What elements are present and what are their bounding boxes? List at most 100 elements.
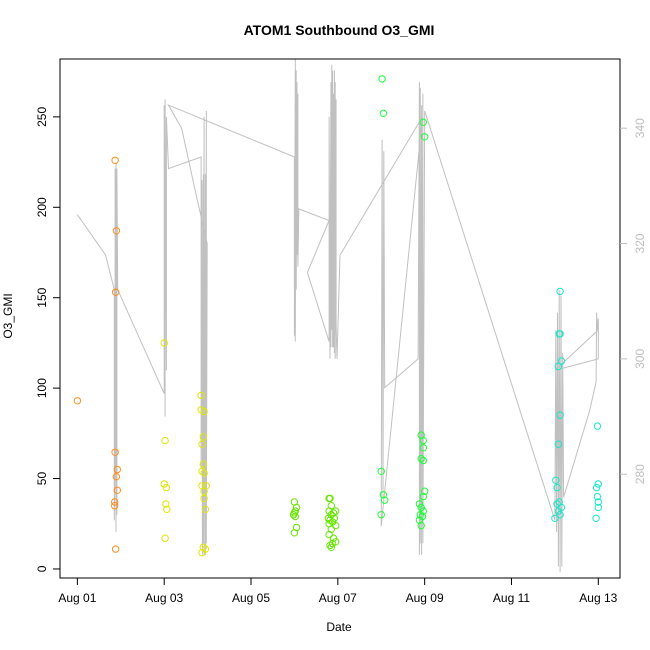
data-point [200, 407, 208, 416]
data-point [162, 483, 171, 492]
data-point [112, 473, 121, 481]
x-tick-label: Aug 09 [406, 591, 444, 605]
data-point [326, 541, 334, 550]
data-point [419, 456, 427, 465]
data-point [419, 492, 427, 501]
y2-tick-label: 340 [633, 118, 647, 138]
series-0 [73, 156, 122, 553]
x-tick-label: Aug 13 [579, 591, 617, 605]
data-point [377, 511, 385, 519]
data-point [290, 529, 299, 537]
x-tick-label: Aug 07 [319, 591, 357, 605]
data-point [73, 397, 82, 405]
data-point [419, 444, 427, 452]
data-point [557, 357, 566, 365]
data-point [593, 422, 602, 430]
data-point [327, 543, 335, 551]
data-point [325, 530, 333, 539]
data-point [594, 498, 602, 506]
data-point [553, 500, 561, 508]
secondary-series-line [76, 58, 599, 573]
x-axis-title: Date [326, 620, 352, 634]
data-point [556, 287, 564, 296]
data-point [161, 534, 169, 542]
data-point [556, 511, 564, 519]
data-point [554, 507, 563, 515]
data-point [421, 487, 429, 495]
data-point [198, 440, 206, 448]
y-tick-label: 50 [35, 472, 49, 486]
plot-frame [59, 58, 621, 579]
data-point [291, 512, 299, 521]
data-point [377, 467, 385, 475]
series-1 [160, 339, 211, 557]
data-point [421, 133, 429, 141]
data-point [199, 543, 208, 551]
data-point [555, 330, 563, 338]
data-point [378, 75, 386, 83]
data-point [326, 494, 334, 503]
data-point [162, 500, 170, 508]
data-point [554, 440, 563, 448]
data-point [417, 521, 425, 530]
x-tick-label: Aug 05 [232, 591, 270, 605]
x-tick-label: Aug 03 [145, 591, 183, 605]
data-point [111, 502, 119, 510]
data-point [592, 483, 601, 492]
scatter-points-layer [73, 75, 602, 557]
data-point [111, 545, 120, 553]
data-point [381, 496, 389, 504]
y-axis-title: O3_GMI [1, 293, 15, 338]
y2-tick-label: 320 [633, 233, 647, 253]
data-point [415, 500, 424, 508]
data-point [592, 514, 600, 522]
data-point [552, 476, 560, 484]
data-point [112, 227, 121, 235]
data-point [199, 460, 208, 468]
series-4 [551, 287, 602, 522]
data-point [329, 534, 338, 542]
y-tick-label: 0 [35, 565, 49, 572]
data-point [113, 486, 122, 494]
y2-tick-label: 300 [633, 349, 647, 369]
data-point [594, 503, 602, 512]
x-tick-label: Aug 01 [58, 591, 96, 605]
data-point [200, 487, 208, 495]
data-point [594, 480, 602, 488]
y-tick-label: 250 [35, 107, 49, 127]
data-point [419, 436, 427, 445]
data-point [289, 511, 298, 519]
data-point [419, 118, 427, 127]
y-tick-label: 100 [35, 378, 49, 398]
series-3 [377, 75, 429, 530]
data-point [160, 339, 168, 347]
series-2 [289, 494, 340, 551]
data-point [551, 514, 559, 522]
data-point [329, 509, 338, 517]
chart-title: ATOM1 Southbound O3_GMI [244, 22, 435, 38]
data-point [554, 362, 563, 371]
data-point [113, 465, 122, 474]
data-point [553, 483, 561, 492]
data-point [198, 549, 206, 557]
y-axis: 0 50 100 150 200 250 [35, 107, 60, 572]
secondary-line-layer [76, 58, 599, 573]
data-point [111, 156, 119, 165]
y2-axis: 280 300 320 340 [620, 118, 647, 484]
data-point [199, 433, 208, 441]
x-tick-label: Aug 11 [493, 591, 530, 605]
y-tick-label: 150 [35, 287, 49, 307]
y-tick-label: 200 [35, 197, 49, 217]
data-point [332, 521, 340, 530]
data-point [379, 491, 388, 499]
data-point [417, 503, 425, 512]
data-point [379, 109, 388, 118]
data-point [161, 436, 169, 445]
x-axis: Aug 01 Aug 03 Aug 05 Aug 07 Aug 09 Aug 11 Aug … [58, 578, 618, 605]
data-point [160, 480, 168, 488]
data-point [111, 498, 119, 506]
data-point [593, 492, 602, 501]
data-point [198, 467, 206, 475]
data-point [200, 469, 208, 477]
